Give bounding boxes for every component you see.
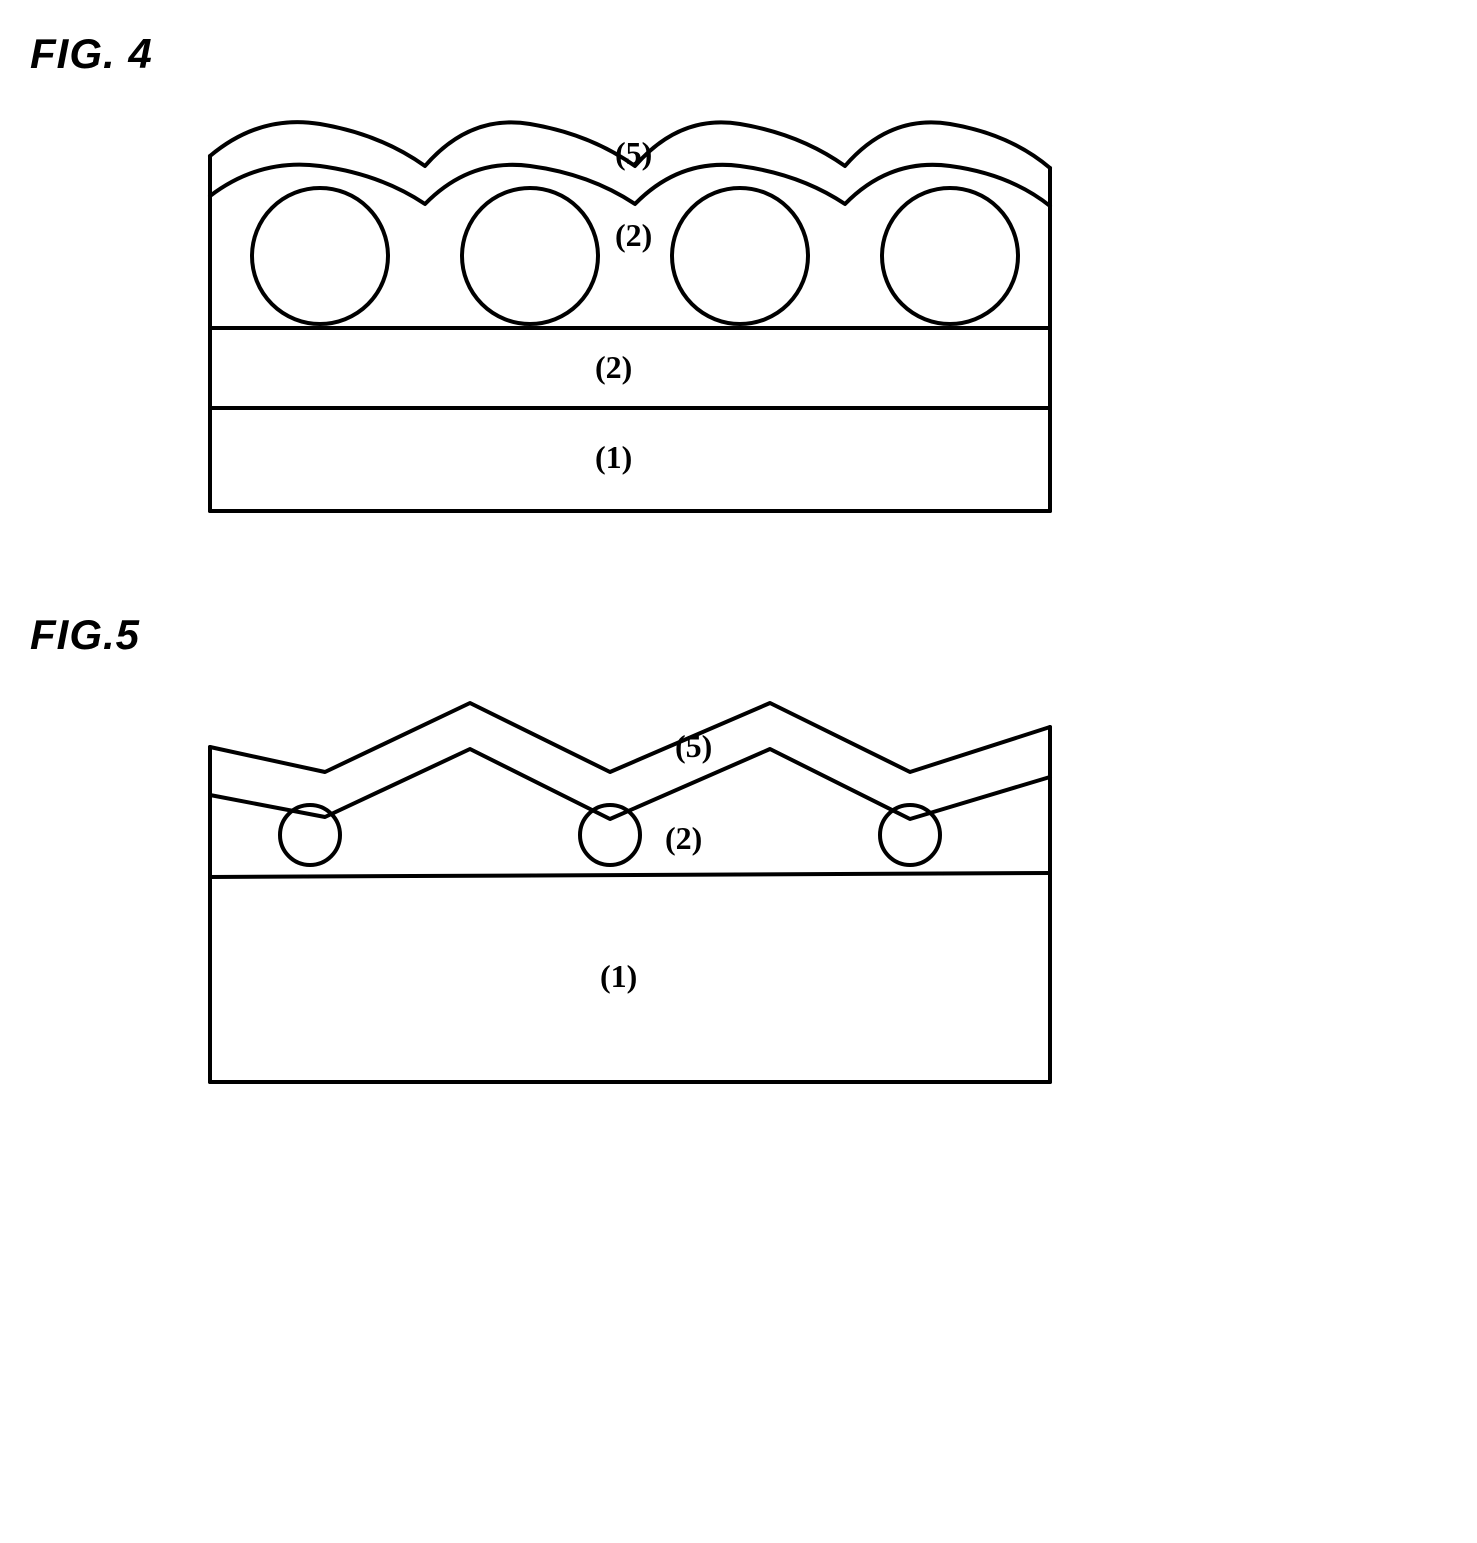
figure-4-diagram: (5) (2) (2) (1) — [170, 96, 1447, 531]
fig5-outer-zigzag — [210, 703, 1050, 772]
figure-4-title: FIG. 4 — [30, 30, 1447, 78]
fig5-circle-3 — [880, 805, 940, 865]
figure-5: FIG.5 (5) (2) — [30, 611, 1447, 1102]
fig4-label-1: (1) — [595, 439, 632, 475]
fig4-label-2-upper: (2) — [615, 217, 652, 253]
fig5-circle-2 — [580, 805, 640, 865]
figure-5-title: FIG.5 — [30, 611, 1447, 659]
fig5-label-5: (5) — [675, 728, 712, 764]
fig4-circle-2 — [462, 188, 598, 324]
figure-5-diagram: (5) (2) (1) — [170, 677, 1447, 1102]
fig4-circle-4 — [882, 188, 1018, 324]
figure-5-svg: (5) (2) (1) — [170, 677, 1070, 1097]
figure-4-svg: (5) (2) (2) (1) — [170, 96, 1070, 526]
fig4-circle-1 — [252, 188, 388, 324]
fig4-circle-3 — [672, 188, 808, 324]
fig5-label-2: (2) — [665, 820, 702, 856]
fig4-label-5: (5) — [615, 135, 652, 171]
fig4-label-2-lower: (2) — [595, 349, 632, 385]
fig5-label-1: (1) — [600, 958, 637, 994]
figure-4: FIG. 4 — [30, 30, 1447, 531]
fig5-layer-line-1 — [210, 873, 1050, 877]
